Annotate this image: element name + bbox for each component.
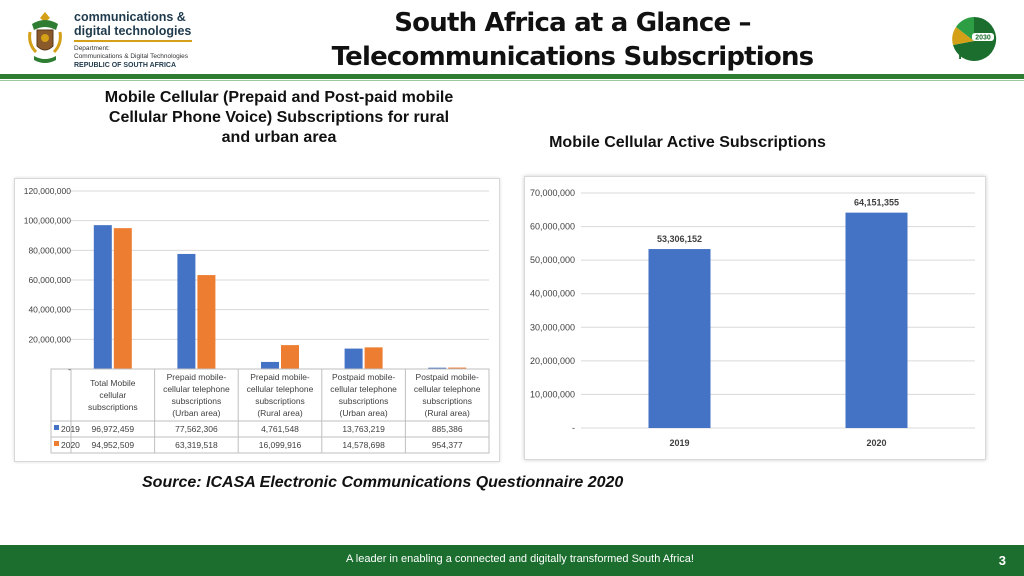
footer-bar: A leader in enabling a connected and dig…	[0, 545, 1024, 576]
bar-2019	[428, 367, 447, 369]
coat-of-arms-icon	[28, 12, 62, 63]
y-tick-label: 30,000,000	[530, 322, 575, 332]
bar-2019	[177, 253, 196, 369]
category-label: Prepaid mobile-	[167, 372, 227, 382]
x-tick-label: 2020	[866, 438, 886, 448]
data-table-value: 4,761,548	[261, 424, 299, 434]
category-label: subscriptions	[88, 402, 138, 412]
y-tick-label: 10,000,000	[530, 389, 575, 399]
y-tick-label: 60,000,000	[530, 222, 575, 232]
category-label: cellular telephone	[247, 384, 314, 394]
bar-2020	[845, 212, 908, 428]
data-table-value: 13,763,219	[342, 424, 385, 434]
brand-line-2: digital technologies	[74, 24, 192, 38]
category-label: Prepaid mobile-	[250, 372, 310, 382]
category-label: cellular telephone	[163, 384, 230, 394]
page-title: South Africa at a Glance – Telecommunica…	[300, 6, 845, 74]
brand-line-3: Department:	[74, 45, 110, 52]
bar-2019	[93, 225, 112, 369]
y-tick-label: 20,000,000	[28, 334, 71, 344]
category-label: subscriptions	[255, 396, 305, 406]
y-tick-label: 40,000,000	[530, 289, 575, 299]
bar-2020	[197, 275, 216, 369]
category-label: (Urban area)	[172, 408, 220, 418]
data-table-value: 94,952,509	[92, 440, 135, 450]
left-chart-heading-line-3: and urban area	[221, 129, 337, 146]
bar-2019	[261, 361, 279, 369]
bar-2019	[648, 249, 711, 428]
data-label: 53,306,152	[657, 234, 702, 244]
left-chart-heading: Mobile Cellular (Prepaid and Post-paid m…	[64, 88, 494, 148]
brand-divider	[74, 40, 192, 42]
bar-2020	[281, 345, 299, 369]
brand-line-5: REPUBLIC OF SOUTH AFRICA	[74, 62, 177, 69]
left-chart-heading-line-1: Mobile Cellular (Prepaid and Post-paid m…	[104, 89, 454, 106]
category-label: cellular telephone	[330, 384, 397, 394]
category-label: Postpaid mobile-	[332, 372, 395, 382]
data-table-value: 14,578,698	[342, 440, 385, 450]
legend-swatch-2020	[54, 441, 59, 446]
data-table-value: 96,972,459	[92, 424, 135, 434]
left-chart-heading-line-2: Cellular Phone Voice) Subscriptions for …	[108, 109, 450, 126]
rural-urban-chart-svg: -20,000,00040,000,00060,000,00080,000,00…	[24, 186, 490, 454]
legend-swatch-2019	[54, 425, 59, 430]
bar-2020	[113, 228, 132, 369]
active-subscriptions-chart: - 10,000,000 20,000,000 30,000,000 40,000,00…	[524, 176, 986, 460]
y-tick-label: 70,000,000	[530, 188, 575, 198]
y-tick-label: 100,000,000	[24, 216, 72, 226]
ndp-logo-icon: 2030 NDP	[952, 16, 997, 63]
data-label: 64,151,355	[854, 198, 899, 208]
data-table-value: 63,319,518	[175, 440, 218, 450]
bar-2020	[364, 347, 383, 369]
data-table-value: 954,377	[432, 440, 463, 450]
right-chart-heading: Mobile Cellular Active Subscriptions	[549, 134, 826, 151]
y-tick-label: 20,000,000	[530, 356, 575, 366]
legend-label: 2019	[61, 424, 80, 434]
y-tick-label: -	[572, 423, 575, 433]
page-title-line-2: Telecommunications Subscriptions	[331, 42, 815, 72]
header-divider	[0, 74, 1024, 79]
category-label: subscriptions	[339, 396, 389, 406]
y-tick-label: 40,000,000	[28, 305, 71, 315]
data-table-value: 77,562,306	[175, 424, 218, 434]
active-subscriptions-chart-svg: - 10,000,000 20,000,000 30,000,000 40,000,00…	[530, 188, 975, 448]
category-label: subscriptions	[422, 396, 472, 406]
data-table-value: 16,099,916	[259, 440, 302, 450]
header-divider-thin	[0, 80, 1024, 81]
category-label: (Rural area)	[257, 408, 303, 418]
category-label: cellular	[99, 390, 126, 400]
y-tick-label: 60,000,000	[28, 275, 71, 285]
data-table-value: 885,386	[432, 424, 463, 434]
ndp-logo-year: 2030	[975, 35, 991, 42]
category-label: (Urban area)	[340, 408, 388, 418]
brand-line-1: communications &	[74, 10, 186, 24]
category-label: subscriptions	[172, 396, 222, 406]
category-label: Postpaid mobile-	[416, 372, 479, 382]
rural-urban-subscriptions-chart: -20,000,000 40,000,000 60,000,000 80,000,00…	[14, 178, 500, 462]
ndp-logo-text: NDP	[958, 46, 990, 63]
page-number: 3	[998, 553, 1006, 568]
y-tick-label: 50,000,000	[530, 255, 575, 265]
source-note: Source: ICASA Electronic Communications …	[142, 474, 624, 491]
category-label: Total Mobile	[90, 378, 136, 388]
x-tick-label: 2019	[669, 438, 689, 448]
legend-label: 2020	[61, 440, 80, 450]
data-table-border	[50, 368, 490, 454]
footer-tagline: A leader in enabling a connected and dig…	[346, 553, 694, 565]
department-logo: communications & digital technologies De…	[22, 8, 197, 70]
brand-line-4: Communications & Digital Technologies	[74, 53, 189, 60]
category-label: cellular telephone	[414, 384, 481, 394]
y-tick-label: 80,000,000	[28, 245, 71, 255]
bar-2020	[448, 367, 467, 369]
bar-2019	[344, 348, 363, 369]
y-tick-label: 120,000,000	[24, 186, 72, 196]
page-title-line-1: South Africa at a Glance –	[394, 8, 751, 38]
category-label: (Rural area)	[425, 408, 471, 418]
